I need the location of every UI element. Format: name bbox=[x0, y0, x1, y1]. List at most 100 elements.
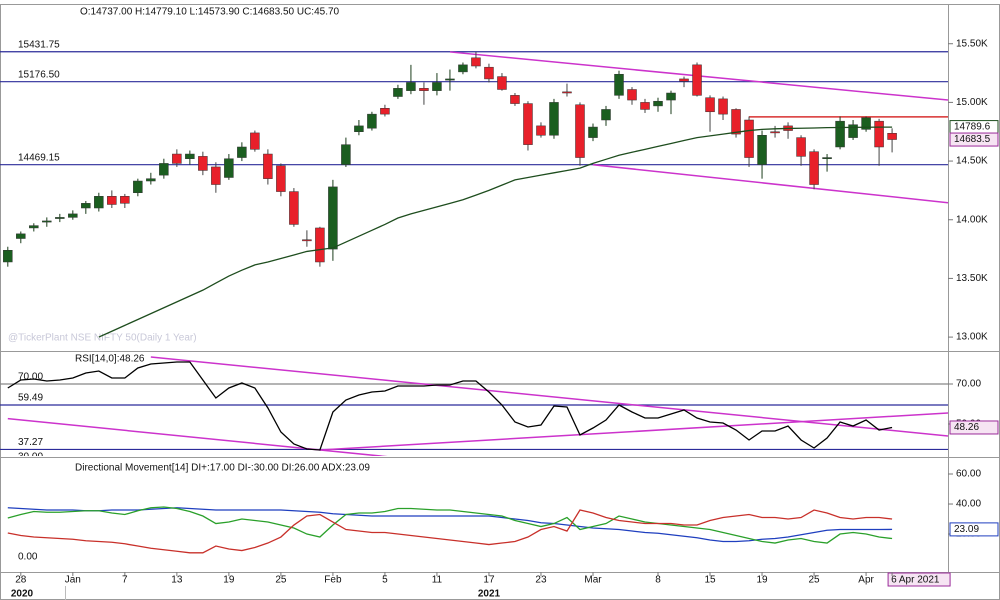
y-tick-label: 14.50K bbox=[956, 156, 988, 167]
frame bbox=[0, 4, 1000, 600]
candle-body bbox=[692, 64, 702, 96]
candle-body bbox=[29, 225, 39, 229]
candle-body bbox=[107, 196, 117, 205]
candle-body bbox=[653, 100, 663, 107]
last-value-box bbox=[949, 132, 999, 147]
year-label: 2021 bbox=[478, 589, 501, 600]
candle-body bbox=[549, 102, 559, 136]
indicator-line bbox=[7, 507, 893, 543]
x-tick-label: 25 bbox=[808, 575, 820, 586]
candle-body bbox=[770, 131, 780, 134]
candle-body bbox=[822, 157, 832, 159]
x-tick-label: Feb bbox=[324, 575, 342, 586]
candle-body bbox=[146, 178, 156, 182]
last-value-box bbox=[949, 522, 999, 537]
candle-body bbox=[393, 88, 403, 97]
x-tick-label: 13 bbox=[171, 575, 183, 586]
y-tick-label: 14.00K bbox=[956, 214, 988, 225]
last-value-box bbox=[949, 420, 999, 435]
last-value-label: 14789.6 bbox=[954, 122, 991, 133]
candle-body bbox=[198, 156, 208, 171]
date-box bbox=[887, 572, 951, 587]
indicator-line bbox=[7, 509, 893, 554]
level-label: 0.00 bbox=[18, 552, 38, 563]
overlay: 13.00K13.50K14.00K14.50K15.00K15.50K70.0… bbox=[11, 38, 999, 600]
x-tick-label: 19 bbox=[223, 575, 235, 586]
candle-body bbox=[601, 109, 611, 121]
indicator-line bbox=[7, 506, 893, 544]
candle-body bbox=[250, 132, 260, 150]
candle-body bbox=[744, 119, 754, 158]
candle-body bbox=[640, 102, 650, 110]
candle-body bbox=[3, 250, 13, 263]
price-panel: @TickerPlant NSE NIFTY 50(Daily 1 Year) … bbox=[0, 39, 948, 344]
y-tick-label: 40.00 bbox=[956, 499, 981, 510]
candle-body bbox=[718, 98, 728, 115]
candle-body bbox=[523, 103, 533, 145]
candle-body bbox=[68, 213, 78, 218]
level-label: 30.00 bbox=[18, 452, 43, 463]
candle-body bbox=[835, 120, 845, 148]
candle-body bbox=[133, 180, 143, 194]
x-tick-label: 5 bbox=[382, 575, 388, 586]
candle-body bbox=[341, 144, 351, 165]
candle-body bbox=[614, 73, 624, 96]
candle-body bbox=[536, 125, 546, 136]
candle-body bbox=[419, 88, 429, 91]
candle-body bbox=[354, 125, 364, 132]
y-tick-label: 15.50K bbox=[956, 38, 988, 49]
candle-body bbox=[497, 76, 507, 90]
x-tick-label: Jan bbox=[65, 575, 81, 586]
candle-body bbox=[289, 191, 299, 225]
candle-body bbox=[367, 113, 377, 129]
candle-body bbox=[94, 196, 104, 209]
x-tick-label: 25 bbox=[275, 575, 287, 586]
candle-body bbox=[874, 120, 884, 148]
trendline bbox=[7, 417, 388, 456]
candle-body bbox=[315, 227, 325, 263]
candle-body bbox=[120, 196, 130, 204]
candle-body bbox=[380, 108, 390, 115]
ohlc-info: O:14737.00 H:14779.10 L:14573.90 C:14683… bbox=[80, 7, 340, 18]
x-tick-label: 11 bbox=[432, 575, 443, 586]
rsi-panel: 70.00 59.49 37.27 30.00 bbox=[0, 356, 948, 463]
candle-body bbox=[809, 151, 819, 185]
candle-body bbox=[81, 203, 91, 209]
candle-body bbox=[458, 64, 468, 73]
candle-body bbox=[471, 57, 481, 67]
level-label: 70.00 bbox=[18, 372, 43, 383]
x-tick-label: Mar bbox=[584, 575, 602, 586]
candle-body bbox=[731, 109, 741, 135]
candle-body bbox=[445, 78, 455, 81]
indicator-line bbox=[7, 361, 893, 451]
moving-average bbox=[98, 126, 893, 338]
last-value-label: 48.26 bbox=[954, 422, 979, 433]
candle-body bbox=[55, 217, 65, 219]
candle-body bbox=[237, 146, 247, 158]
candle-body bbox=[328, 186, 338, 250]
candle-body bbox=[302, 239, 312, 242]
x-tick-label: 6 Apr 2021 bbox=[891, 575, 940, 586]
dmi-title: Directional Movement[14] DI+:17.00 DI-:3… bbox=[75, 463, 370, 474]
candle-body bbox=[575, 104, 585, 158]
candle-body bbox=[16, 233, 26, 239]
candle-body bbox=[484, 66, 494, 80]
candle-body bbox=[224, 158, 234, 178]
x-tick-label: 28 bbox=[15, 575, 27, 586]
trendline bbox=[592, 163, 948, 204]
candle-body bbox=[432, 82, 442, 91]
candle-body bbox=[848, 124, 858, 138]
candle-body bbox=[172, 153, 182, 164]
candle-body bbox=[627, 89, 637, 101]
year-label: 2020 bbox=[11, 589, 34, 600]
trendline bbox=[319, 412, 948, 451]
candle-body bbox=[42, 220, 52, 223]
last-value-label: 14683.5 bbox=[954, 134, 991, 145]
candle-body bbox=[861, 117, 871, 130]
candle-body bbox=[406, 82, 416, 91]
candle-body bbox=[666, 92, 676, 101]
candle-body bbox=[276, 165, 286, 192]
candle-body bbox=[705, 97, 715, 113]
candle-body bbox=[757, 135, 767, 165]
level-label: 14469.15 bbox=[18, 152, 60, 163]
